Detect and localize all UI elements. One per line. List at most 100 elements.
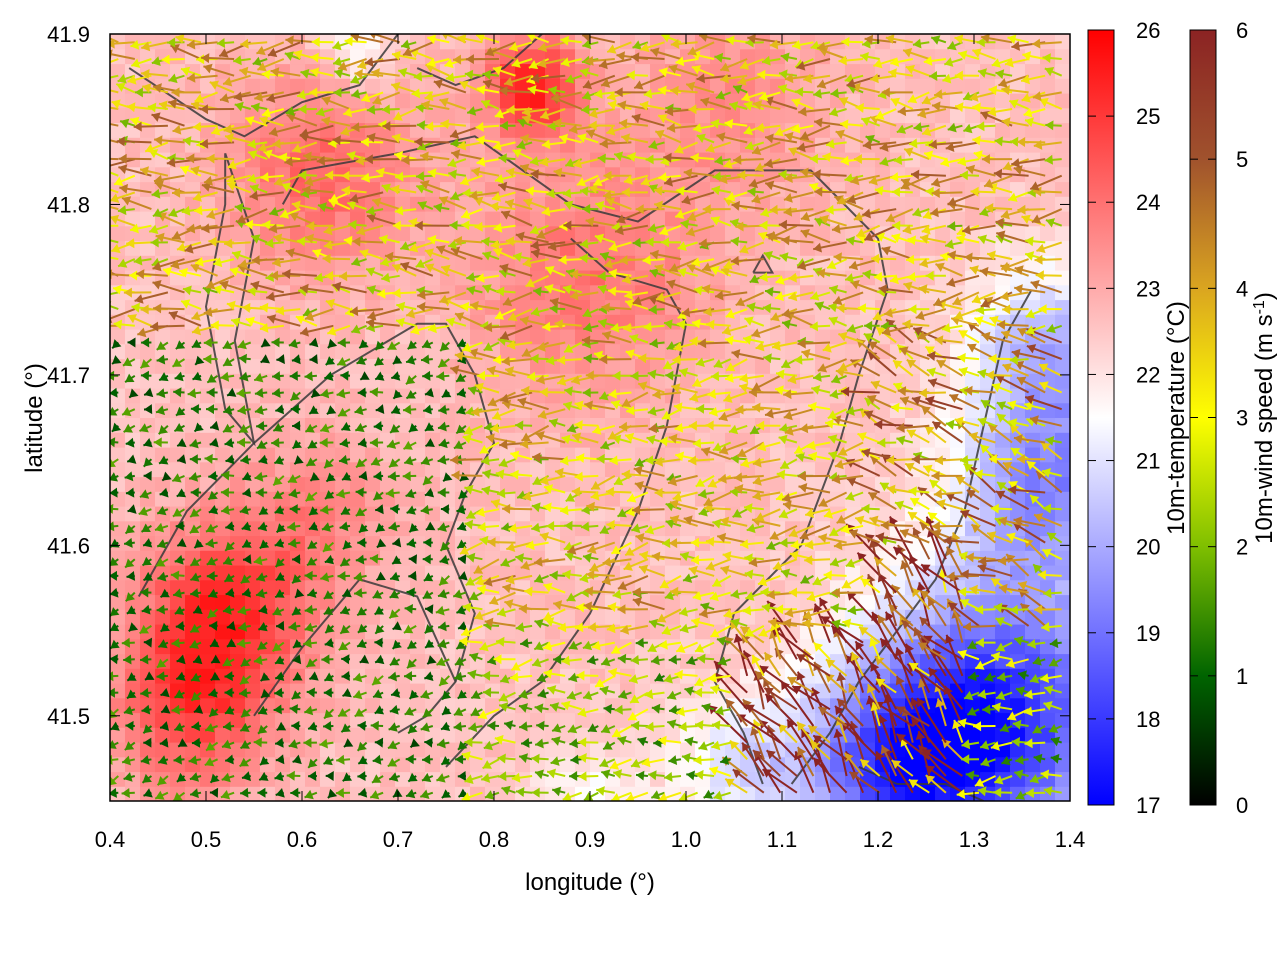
heatmap-cell xyxy=(365,535,381,551)
heatmap-cell xyxy=(740,609,756,625)
heatmap-cell xyxy=(335,697,351,714)
heatmap-cell xyxy=(305,565,321,581)
heatmap-cell xyxy=(785,107,801,124)
heatmap-cell xyxy=(395,609,411,625)
heatmap-cell xyxy=(410,756,426,773)
heatmap-cell xyxy=(200,638,216,655)
heatmap-cell xyxy=(530,697,546,714)
heatmap-cell xyxy=(320,48,336,65)
heatmap-cell xyxy=(110,727,126,743)
heatmap-cell xyxy=(980,609,996,625)
heatmap-cell xyxy=(590,712,606,728)
heatmap-cell xyxy=(140,609,156,625)
heatmap-cell xyxy=(320,63,336,79)
heatmap-cell xyxy=(185,48,201,65)
heatmap-cell xyxy=(305,447,321,463)
heatmap-cell xyxy=(575,609,591,625)
heatmap-cell xyxy=(470,624,486,640)
heatmap-cell xyxy=(605,461,621,478)
heatmap-cell xyxy=(680,756,696,773)
heatmap-cell xyxy=(1040,225,1056,242)
heatmap-cell xyxy=(380,535,396,551)
heatmap-cell xyxy=(965,402,981,418)
heatmap-cell xyxy=(1025,476,1041,492)
heatmap-cell xyxy=(1055,609,1070,625)
heatmap-cell xyxy=(230,550,246,566)
heatmap-cell xyxy=(245,683,261,699)
heatmap-cell xyxy=(1040,34,1056,50)
heatmap-cell xyxy=(1040,594,1056,610)
heatmap-cell xyxy=(695,624,711,640)
heatmap-cell xyxy=(1055,299,1070,315)
heatmap-cell xyxy=(830,565,846,581)
heatmap-cell xyxy=(305,712,321,728)
heatmap-cell xyxy=(755,609,771,625)
heatmap-cell xyxy=(740,668,756,684)
heatmap-cell xyxy=(710,225,726,242)
heatmap-cell xyxy=(650,211,666,227)
heatmap-cell xyxy=(380,668,396,684)
heatmap-cell xyxy=(290,712,306,728)
heatmap-cell xyxy=(125,727,141,743)
heatmap-cell xyxy=(200,712,216,728)
heatmap-cell xyxy=(185,727,201,743)
heatmap-cell xyxy=(1055,756,1070,773)
heatmap-cell xyxy=(1025,550,1041,566)
heatmap-cell xyxy=(260,579,276,596)
heatmap-cell xyxy=(995,93,1011,109)
heatmap-cell xyxy=(950,107,966,124)
heatmap-cell xyxy=(590,609,606,625)
heatmap-cell xyxy=(200,653,216,669)
heatmap-cell xyxy=(185,683,201,699)
heatmap-cell xyxy=(620,196,636,212)
heatmap-cell xyxy=(845,697,861,714)
heatmap-cell xyxy=(680,402,696,418)
heatmap-cell xyxy=(545,461,561,478)
heatmap-cell xyxy=(410,638,426,655)
heatmap-cell xyxy=(395,668,411,684)
heatmap-cell xyxy=(290,594,306,610)
heatmap-cell xyxy=(560,609,576,625)
heatmap-cell xyxy=(965,78,981,94)
heatmap-cell xyxy=(965,697,981,714)
heatmap-cell xyxy=(500,624,516,640)
heatmap-cell xyxy=(755,638,771,655)
heatmap-cell xyxy=(860,565,876,581)
heatmap-cell xyxy=(920,432,936,448)
heatmap-cell xyxy=(170,329,186,345)
heatmap-cell xyxy=(320,697,336,714)
heatmap-cell xyxy=(365,565,381,581)
heatmap-cell xyxy=(335,343,351,360)
heatmap-cell xyxy=(1025,624,1041,640)
heatmap-cell xyxy=(740,491,756,507)
heatmap-cell xyxy=(725,668,741,684)
heatmap-cell xyxy=(1055,550,1070,566)
heatmap-cell xyxy=(755,107,771,124)
heatmap-cell xyxy=(350,181,366,197)
heatmap-cell xyxy=(710,299,726,315)
heatmap-cell xyxy=(815,712,831,728)
heatmap-cell xyxy=(155,594,171,610)
heatmap-cell xyxy=(230,535,246,551)
heatmap-cell xyxy=(770,299,786,315)
heatmap-cell xyxy=(620,756,636,773)
heatmap-cell xyxy=(125,461,141,478)
heatmap-cell xyxy=(245,329,261,345)
heatmap-cell xyxy=(350,270,366,286)
heatmap-cell xyxy=(740,107,756,124)
heatmap-cell xyxy=(260,638,276,655)
heatmap-cell xyxy=(140,594,156,610)
heatmap-cell xyxy=(215,579,231,596)
heatmap-cell xyxy=(275,78,291,94)
heatmap-cell xyxy=(125,624,141,640)
heatmap-cell xyxy=(1025,653,1041,669)
heatmap-cell xyxy=(275,594,291,610)
heatmap-cell xyxy=(365,697,381,714)
heatmap-cell xyxy=(290,461,306,478)
heatmap-cell xyxy=(950,697,966,714)
heatmap-cell xyxy=(455,727,471,743)
heatmap-cell xyxy=(245,742,261,758)
heatmap-cell xyxy=(215,299,231,315)
heatmap-cell xyxy=(305,343,321,360)
